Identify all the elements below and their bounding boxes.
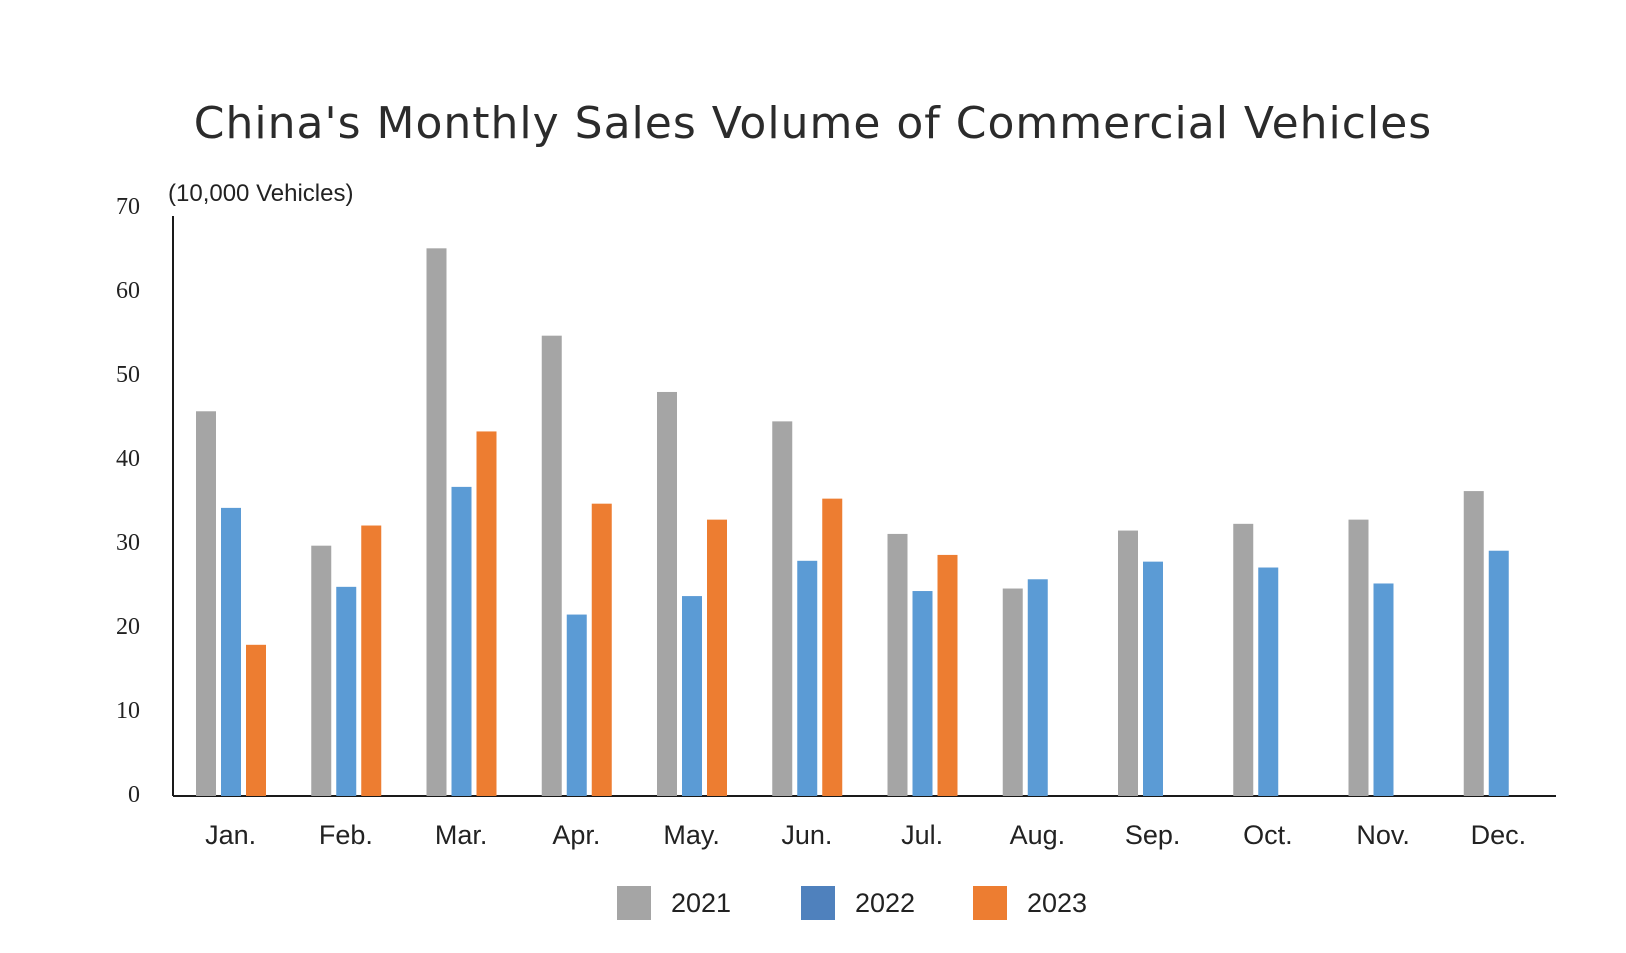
bar-2021-jun (772, 421, 793, 796)
chart-title: China's Monthly Sales Volume of Commerci… (193, 98, 1433, 149)
bar-2022-sep (1143, 561, 1163, 796)
bar-2022-jun (797, 560, 818, 796)
y-tick-label-20: 20 (116, 614, 140, 640)
bar-2022-dec (1488, 550, 1509, 796)
bar-2021-dec (1463, 491, 1484, 796)
bar-2021-feb (311, 545, 332, 796)
legend-swatch-2021 (617, 886, 651, 920)
bar-2022-jan (221, 507, 241, 796)
x-tick-label-aug: Aug. (1009, 820, 1066, 850)
x-tick-label-may: May. (663, 820, 720, 850)
y-tick-label-50: 50 (116, 362, 140, 388)
bar-2021-nov (1348, 519, 1369, 796)
y-tick-label-30: 30 (116, 530, 140, 556)
bar-2022-feb (336, 586, 357, 796)
legend-swatch-2023 (973, 886, 1007, 920)
x-tick-label-oct: Oct. (1243, 820, 1293, 850)
bar-2023-mar (476, 431, 497, 796)
bar-2022-oct (1258, 567, 1279, 796)
legend-swatch-2022 (801, 886, 835, 920)
x-tick-label-jun: Jun. (781, 820, 833, 850)
y-tick-label-10: 10 (116, 698, 140, 724)
y-axis-unit-label: (10,000 Vehicles) (168, 180, 354, 207)
bar-2021-sep (1118, 530, 1138, 796)
y-tick-label-40: 40 (116, 446, 140, 472)
bar-2022-mar (451, 486, 472, 796)
bar-2021-aug (1002, 588, 1023, 796)
bar-2022-nov (1373, 583, 1394, 796)
bar-2023-jul (937, 554, 958, 796)
y-tick-label-70: 70 (116, 194, 140, 220)
x-tick-label-jan: Jan. (205, 820, 257, 850)
bar-2022-aug (1027, 579, 1048, 796)
x-tick-label-mar: Mar. (434, 820, 488, 850)
y-tick-label-0: 0 (128, 782, 140, 808)
bar-2021-jul (887, 533, 908, 796)
x-tick-label-jul: Jul. (901, 820, 944, 850)
legend-label-2022: 2022 (855, 888, 916, 918)
x-tick-label-feb: Feb. (318, 820, 373, 850)
x-tick-label-apr: Apr. (552, 820, 601, 850)
legend-label-2021: 2021 (671, 888, 732, 918)
bar-2022-may (682, 596, 702, 796)
x-tick-label-nov: Nov. (1356, 820, 1410, 850)
x-tick-label-dec: Dec. (1470, 820, 1527, 850)
bar-2022-jul (912, 591, 933, 796)
x-tick-label-sep: Sep. (1124, 820, 1181, 850)
bar-2023-jan (246, 644, 266, 796)
bar-2021-apr (541, 335, 562, 796)
bar-series-group (196, 248, 1509, 796)
bar-2022-apr (566, 614, 587, 796)
legend-label-2023: 2023 (1027, 888, 1088, 918)
bar-2023-apr (591, 503, 612, 796)
bar-2021-may (657, 391, 677, 796)
legend: 2021 2022 2023 (0, 886, 1626, 926)
y-tick-label-60: 60 (116, 278, 140, 304)
bar-2021-jan (196, 411, 216, 796)
bar-2023-jun (822, 498, 843, 796)
bar-2021-mar (426, 248, 447, 796)
bar-2021-oct (1233, 523, 1254, 796)
bar-2023-feb (361, 525, 382, 796)
bar-2023-may (707, 519, 727, 796)
